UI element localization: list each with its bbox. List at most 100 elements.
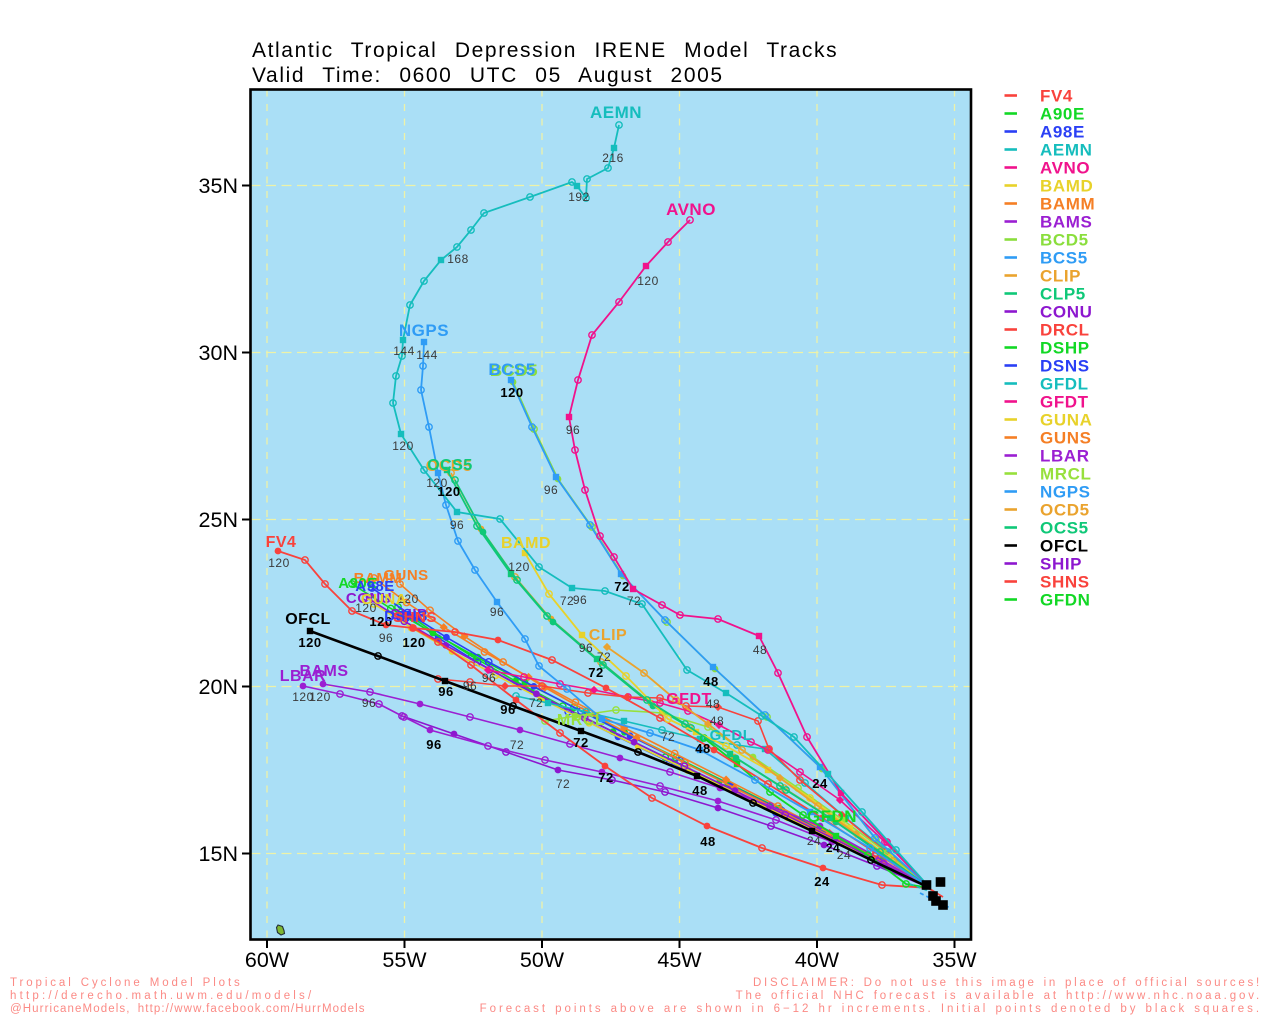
svg-text:15N: 15N [199, 842, 238, 866]
svg-text:FV4: FV4 [266, 534, 297, 551]
svg-text:120: 120 [437, 484, 460, 499]
svg-text:GUNA: GUNA [1040, 411, 1092, 430]
svg-text:35W: 35W [932, 948, 977, 972]
svg-text:24: 24 [812, 776, 828, 791]
svg-text:CONU: CONU [346, 590, 392, 607]
svg-text:48: 48 [695, 741, 710, 756]
svg-text:24: 24 [814, 874, 830, 889]
svg-text:AVNO: AVNO [1040, 159, 1090, 178]
svg-text:96: 96 [463, 679, 477, 693]
svg-text:96: 96 [450, 518, 464, 532]
svg-text:120: 120 [500, 385, 523, 400]
svg-text:120: 120 [268, 556, 290, 570]
svg-text:48: 48 [710, 714, 724, 728]
svg-text:216: 216 [602, 151, 624, 165]
svg-text:144: 144 [416, 348, 438, 362]
svg-text:BCS5: BCS5 [1040, 249, 1088, 268]
svg-text:72: 72 [529, 696, 543, 710]
svg-text:120: 120 [637, 274, 659, 288]
svg-text:OFCL: OFCL [285, 611, 331, 628]
svg-text:192: 192 [568, 190, 590, 204]
svg-text:DSHP: DSHP [1040, 339, 1090, 358]
svg-text:BAMM: BAMM [1040, 195, 1095, 214]
svg-text:GFDT: GFDT [1040, 393, 1089, 412]
svg-text:LBAR: LBAR [1040, 447, 1090, 466]
svg-text:GFDN: GFDN [807, 807, 857, 826]
svg-text:48: 48 [706, 697, 720, 711]
svg-text:72: 72 [661, 730, 675, 744]
svg-text:120: 120 [402, 635, 425, 650]
svg-text:CLIP: CLIP [589, 627, 627, 644]
svg-text:96: 96 [490, 605, 504, 619]
svg-text:72: 72 [627, 594, 641, 608]
svg-text:55W: 55W [382, 948, 427, 972]
svg-text:48: 48 [700, 834, 715, 849]
svg-text:35N: 35N [199, 174, 238, 198]
svg-text:A98E: A98E [1040, 123, 1085, 142]
svg-text:24: 24 [807, 834, 821, 848]
svg-text:BCD5: BCD5 [490, 361, 538, 380]
svg-text:GFDL: GFDL [710, 727, 753, 744]
svg-text:72: 72 [560, 594, 574, 608]
svg-text:120: 120 [355, 601, 377, 615]
svg-text:SHNS: SHNS [393, 609, 437, 626]
svg-text:BCS5: BCS5 [488, 360, 535, 379]
svg-text:96: 96 [438, 684, 453, 699]
svg-text:30N: 30N [199, 341, 238, 365]
svg-text:72: 72 [588, 665, 603, 680]
svg-text:72: 72 [510, 738, 524, 752]
svg-text:168: 168 [447, 252, 469, 266]
svg-text:SHIP: SHIP [1040, 555, 1082, 574]
svg-text:120: 120 [392, 439, 414, 453]
svg-text:96: 96 [579, 641, 593, 655]
svg-text:24: 24 [826, 841, 840, 855]
svg-text:96: 96 [426, 737, 441, 752]
svg-text:CONU: CONU [1040, 303, 1092, 322]
svg-text:NGPS: NGPS [1040, 483, 1091, 502]
svg-text:120: 120 [397, 592, 419, 606]
svg-text:120: 120 [426, 476, 448, 490]
svg-text:20N: 20N [199, 675, 238, 699]
svg-text:25N: 25N [199, 508, 238, 532]
svg-text:45W: 45W [657, 948, 702, 972]
svg-text:96: 96 [500, 702, 515, 717]
svg-text:72: 72 [556, 777, 570, 791]
svg-text:72: 72 [573, 735, 588, 750]
svg-text:120: 120 [292, 690, 314, 704]
svg-text:OCS5: OCS5 [427, 457, 473, 474]
svg-text:AVNO: AVNO [666, 200, 716, 219]
svg-text:SHIP: SHIP [390, 606, 427, 623]
svg-text:50W: 50W [520, 948, 565, 972]
svg-text:48: 48 [753, 643, 767, 657]
svg-text:72: 72 [598, 770, 613, 785]
svg-text:LBAR: LBAR [280, 668, 326, 685]
svg-text:GFDL: GFDL [1040, 375, 1089, 394]
svg-text:MRCL: MRCL [1040, 465, 1092, 484]
svg-text:DRCL: DRCL [1040, 321, 1090, 340]
svg-text:OCD5: OCD5 [1040, 501, 1090, 520]
svg-text:A90E: A90E [338, 575, 378, 592]
svg-text:96: 96 [362, 696, 376, 710]
svg-text:120: 120 [309, 690, 331, 704]
svg-text:GFDT: GFDT [666, 691, 712, 708]
svg-text:48: 48 [692, 783, 707, 798]
svg-text:AEMN: AEMN [1040, 141, 1092, 160]
svg-text:BCD5: BCD5 [1040, 231, 1089, 250]
svg-text:120: 120 [298, 635, 321, 650]
svg-text:CLIP: CLIP [1040, 267, 1081, 286]
svg-text:40W: 40W [795, 948, 840, 972]
svg-text:96: 96 [544, 483, 558, 497]
svg-text:AEMN: AEMN [590, 103, 642, 122]
svg-text:GUNS: GUNS [383, 567, 428, 584]
svg-text:SHNS: SHNS [1040, 573, 1090, 592]
svg-text:48: 48 [703, 674, 718, 689]
svg-text:96: 96 [482, 671, 496, 685]
svg-text:NGPS: NGPS [399, 321, 449, 340]
svg-text:24: 24 [837, 848, 851, 862]
svg-text:CLP5: CLP5 [1040, 285, 1086, 304]
svg-text:72: 72 [597, 650, 611, 664]
svg-text:72: 72 [614, 579, 629, 594]
svg-text:120: 120 [369, 614, 392, 629]
svg-text:GFDN: GFDN [1040, 591, 1091, 610]
svg-text:A90E: A90E [1040, 105, 1085, 124]
